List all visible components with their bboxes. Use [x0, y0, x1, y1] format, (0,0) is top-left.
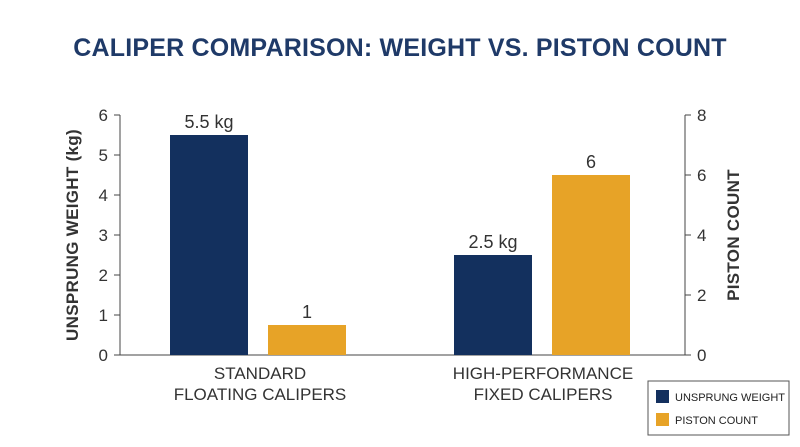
category-label: STANDARD — [214, 364, 306, 383]
right-tick-label: 6 — [697, 166, 706, 185]
right-tick-labels: 0 2 4 6 8 — [685, 106, 706, 365]
data-labels: 5.5 kg 1 2.5 kg 6 — [184, 112, 596, 322]
left-tick-label: 4 — [99, 186, 108, 205]
left-tick-label: 3 — [99, 226, 108, 245]
bar-value-label: 1 — [302, 302, 312, 322]
right-axis-title: PISTON COUNT — [724, 169, 743, 301]
right-tick-label: 0 — [697, 346, 706, 365]
left-tick-labels: 0 1 2 3 4 5 6 — [99, 106, 120, 365]
bar-value-label: 5.5 kg — [184, 112, 233, 132]
left-tick-label: 0 — [99, 346, 108, 365]
right-tick-label: 4 — [697, 226, 706, 245]
category-label: FLOATING CALIPERS — [174, 385, 347, 404]
legend-label: UNSPRUNG WEIGHT — [675, 392, 785, 404]
legend-swatch — [656, 413, 669, 426]
right-tick-label: 8 — [697, 106, 706, 125]
bar-value-label: 2.5 kg — [468, 232, 517, 252]
category-label: FIXED CALIPERS — [474, 385, 613, 404]
unsprung-weight-bar — [454, 255, 532, 355]
left-tick-label: 2 — [99, 266, 108, 285]
bar-series — [170, 135, 630, 355]
left-tick-label: 5 — [99, 146, 108, 165]
legend-label: PISTON COUNT — [675, 415, 758, 427]
category-label: HIGH-PERFORMANCE — [453, 364, 633, 383]
chart-title: CALIPER COMPARISON: WEIGHT VS. PISTON CO… — [73, 34, 727, 62]
legend: UNSPRUNG WEIGHT PISTON COUNT — [647, 380, 790, 436]
left-axis-title: UNSPRUNG WEIGHT (kg) — [63, 129, 82, 341]
right-tick-label: 2 — [697, 286, 706, 305]
piston-count-bar — [268, 325, 346, 355]
left-tick-label: 6 — [99, 106, 108, 125]
unsprung-weight-bar — [170, 135, 248, 355]
left-tick-label: 1 — [99, 306, 108, 325]
legend-swatch — [656, 390, 669, 403]
piston-count-bar — [552, 175, 630, 355]
legend-box — [647, 380, 790, 436]
bar-value-label: 6 — [586, 152, 596, 172]
category-labels: STANDARD FLOATING CALIPERS HIGH-PERFORMANC… — [174, 364, 633, 404]
